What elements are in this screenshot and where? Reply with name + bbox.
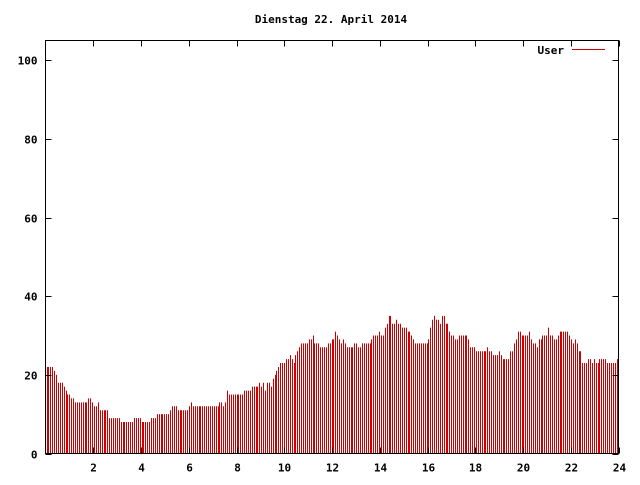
bars-layer — [47, 315, 618, 454]
x-tick-label: 16 — [422, 462, 436, 475]
x-tick-label: 2 — [90, 462, 97, 475]
legend-label: User — [538, 44, 565, 57]
chart-title: Dienstag 22. April 2014 — [255, 13, 408, 26]
x-tick-label: 8 — [234, 462, 241, 475]
x-tick-label: 18 — [469, 462, 482, 475]
y-tick-label: 80 — [24, 134, 37, 147]
y-tick-label: 20 — [24, 370, 37, 383]
x-tick-label: 10 — [278, 462, 291, 475]
y-tick-label: 40 — [24, 291, 37, 304]
y-tick-label: 100 — [18, 55, 38, 68]
y-tick-label: 60 — [24, 213, 37, 226]
x-tick-label: 20 — [517, 462, 530, 475]
x-tick-label: 12 — [326, 462, 339, 475]
legend: User — [538, 44, 605, 57]
x-tick-label: 22 — [565, 462, 578, 475]
x-tick-label: 14 — [374, 462, 388, 475]
x-tick-label: 24 — [613, 462, 627, 475]
x-tick-label: 4 — [138, 462, 145, 475]
y-tick-label: 0 — [31, 449, 38, 462]
x-tick-label: 6 — [186, 462, 193, 475]
